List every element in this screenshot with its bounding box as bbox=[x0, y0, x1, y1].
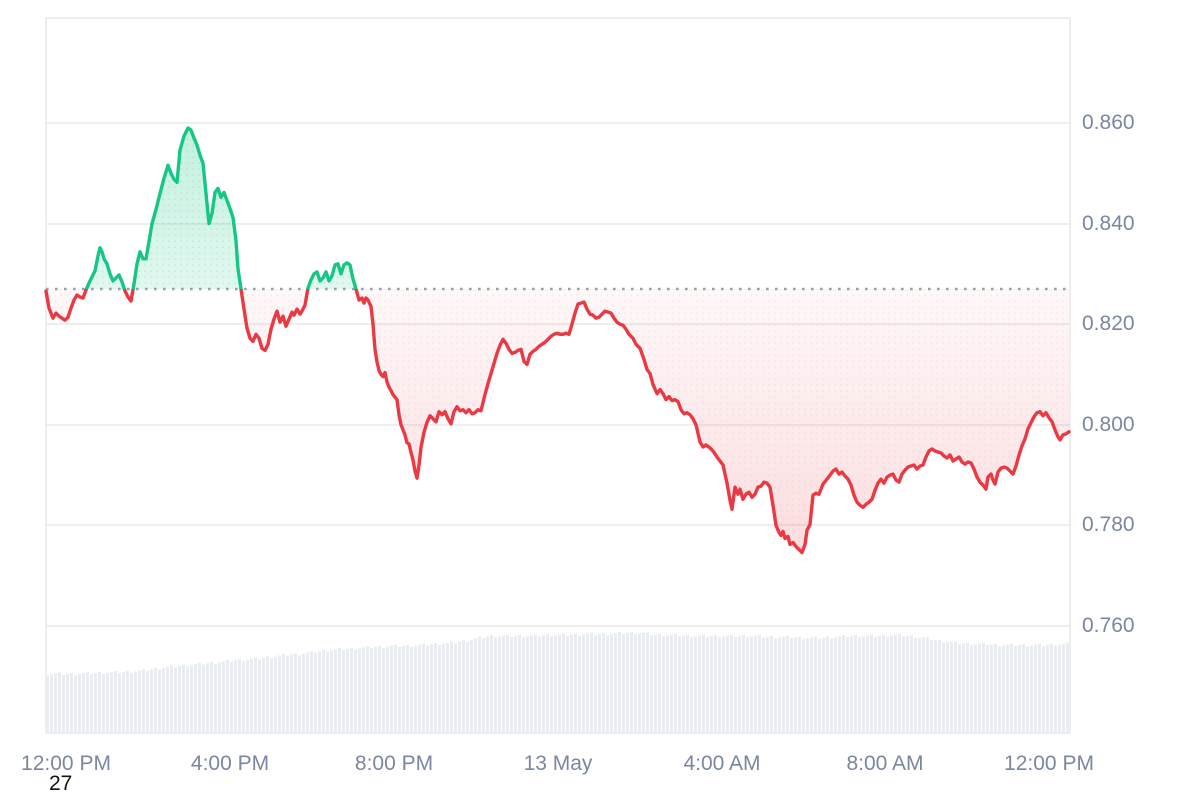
x-axis-tick-label: 8:00 AM bbox=[846, 752, 924, 775]
x-axis-tick-label: 13 May bbox=[523, 752, 593, 775]
price-line-up bbox=[84, 126, 358, 289]
price-line-down bbox=[44, 288, 1071, 555]
y-axis-tick-label: 0.820 bbox=[1082, 312, 1135, 335]
y-axis-tick-label: 0.800 bbox=[1082, 413, 1135, 436]
date-label-27: 27 bbox=[49, 772, 73, 795]
y-axis-tick-label: 0.840 bbox=[1082, 212, 1135, 235]
y-axis-tick-label: 0.780 bbox=[1082, 513, 1135, 536]
x-axis-tick-label: 12:00 PM bbox=[1004, 752, 1094, 775]
x-axis-tick-label: 12:00 PM bbox=[21, 752, 111, 775]
x-axis-tick-label: 4:00 AM bbox=[683, 752, 761, 775]
y-axis-tick-label: 0.760 bbox=[1082, 614, 1135, 637]
volume-histogram bbox=[46, 632, 1069, 733]
y-axis-tick-label: 0.860 bbox=[1082, 111, 1135, 134]
x-axis-tick-label: 8:00 PM bbox=[354, 752, 434, 775]
x-axis-tick-label: 4:00 PM bbox=[190, 752, 270, 775]
